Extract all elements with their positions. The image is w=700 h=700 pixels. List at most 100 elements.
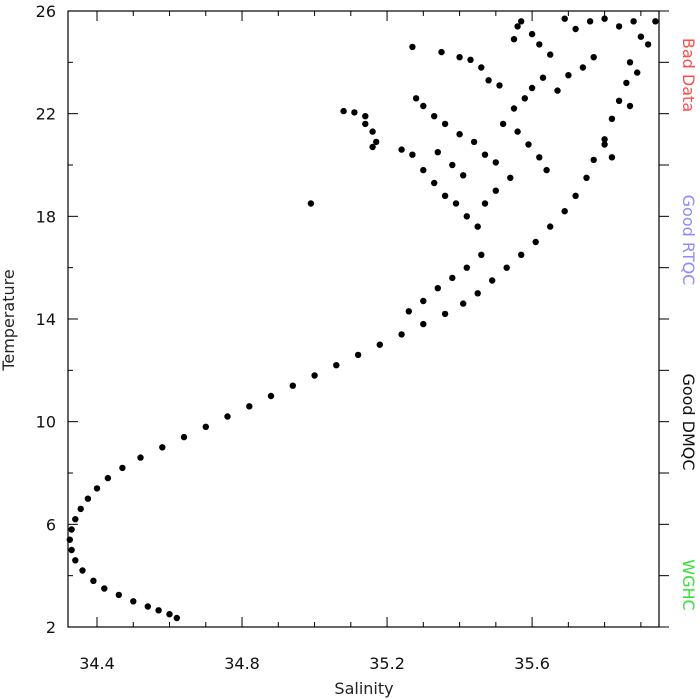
x-tick-label: 35.6 — [514, 654, 550, 673]
data-point — [608, 115, 616, 123]
data-point — [460, 300, 467, 307]
plot-frame — [67, 10, 660, 628]
data-point — [637, 33, 645, 40]
data-point — [521, 95, 528, 102]
x-axis: 34.4 34.8 35.2 35.6 — [79, 11, 642, 673]
data-point — [579, 64, 587, 71]
data-point — [449, 274, 456, 282]
data-point — [518, 18, 525, 25]
data-point — [434, 149, 441, 156]
data-point — [180, 433, 188, 441]
data-point — [572, 192, 579, 199]
data-point — [601, 141, 608, 148]
data-point — [615, 97, 623, 105]
data-point — [267, 392, 275, 400]
data-point — [246, 403, 253, 410]
data-point — [514, 23, 521, 30]
data-point — [340, 107, 347, 115]
legend-entry: Bad Data — [679, 38, 698, 112]
data-point — [467, 56, 474, 63]
x-tick-label: 35.2 — [369, 654, 405, 673]
legend-entry: Good RTQC — [679, 195, 698, 286]
data-point — [478, 251, 485, 258]
data-point — [452, 200, 460, 207]
data-point — [499, 120, 507, 128]
data-point — [496, 82, 503, 89]
data-point — [626, 59, 634, 66]
data-point — [307, 200, 315, 207]
data-point — [572, 25, 579, 33]
data-point — [543, 166, 550, 174]
data-point — [590, 156, 597, 164]
data-point — [626, 102, 634, 110]
data-point — [90, 577, 97, 584]
data-point — [409, 43, 416, 51]
data-point — [362, 113, 369, 120]
data-point — [590, 54, 597, 61]
data-point — [104, 474, 112, 482]
data-point — [615, 23, 623, 30]
data-point — [456, 131, 463, 138]
data-point — [166, 611, 173, 618]
data-points — [66, 15, 659, 622]
data-point — [623, 79, 630, 87]
data-point — [481, 200, 489, 207]
data-point — [130, 598, 137, 605]
data-point — [101, 585, 108, 592]
data-point — [77, 505, 84, 513]
data-point — [481, 151, 489, 158]
data-point — [369, 128, 376, 135]
data-point — [561, 15, 568, 22]
data-point — [518, 251, 525, 258]
data-point — [438, 48, 445, 56]
data-point — [354, 351, 362, 359]
data-point — [474, 223, 481, 230]
data-point — [528, 84, 536, 92]
data-point — [431, 113, 438, 120]
data-point — [333, 362, 340, 369]
data-point — [398, 331, 405, 338]
data-point — [536, 41, 543, 48]
data-point — [460, 172, 467, 179]
data-point — [420, 102, 427, 110]
y-tick-label: 2 — [46, 618, 56, 637]
x-tick-label: 34.8 — [224, 654, 260, 673]
data-point — [449, 161, 456, 169]
data-point — [289, 382, 296, 389]
data-point — [68, 526, 75, 533]
y-axis-label: Temperature — [0, 269, 18, 371]
data-point — [478, 64, 485, 71]
data-point — [431, 179, 438, 187]
legend-entry: WGHC — [679, 559, 698, 610]
data-point — [376, 341, 383, 348]
legend-entry: Good DMQC — [679, 373, 698, 470]
data-point — [405, 308, 412, 315]
data-point — [561, 208, 568, 215]
y-tick-label: 14 — [36, 310, 56, 329]
data-point — [485, 77, 492, 84]
data-point — [456, 54, 463, 61]
data-point — [507, 174, 514, 181]
data-point — [441, 192, 449, 199]
data-point — [224, 413, 231, 420]
data-point — [514, 128, 521, 135]
x-tick-label: 34.4 — [79, 654, 115, 673]
data-point — [441, 310, 449, 318]
data-point — [510, 105, 518, 112]
data-point — [115, 591, 123, 599]
data-point — [420, 320, 427, 328]
data-point — [463, 264, 470, 271]
data-point — [463, 213, 470, 220]
data-point — [652, 18, 659, 25]
data-point — [525, 141, 532, 148]
data-point — [72, 557, 79, 564]
data-point — [536, 154, 543, 161]
data-point — [79, 567, 86, 574]
data-point — [311, 372, 318, 379]
data-point — [119, 464, 126, 472]
data-point — [489, 277, 496, 284]
y-tick-label: 6 — [46, 515, 56, 534]
data-point — [630, 18, 637, 25]
data-point — [409, 151, 416, 158]
